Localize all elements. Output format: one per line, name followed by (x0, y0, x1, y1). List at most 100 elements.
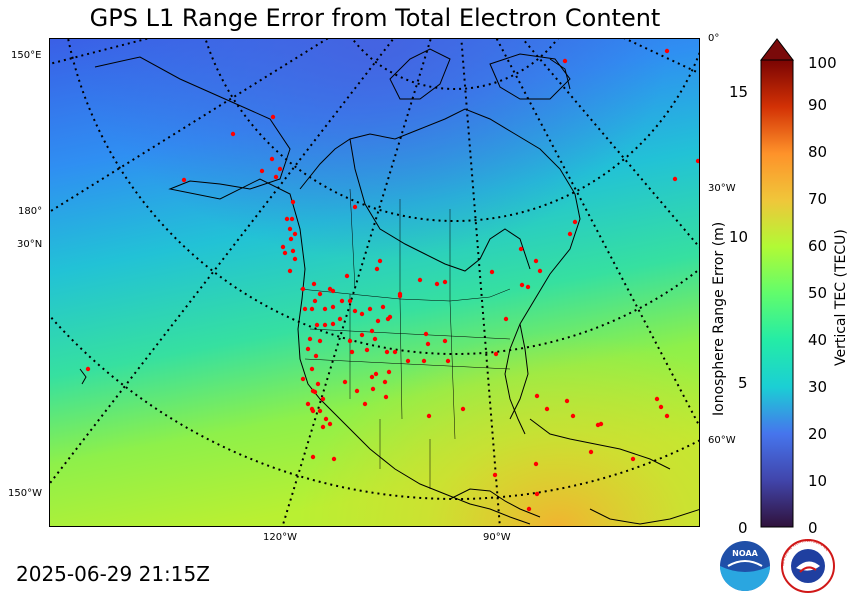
label-30n: 30°N (17, 239, 43, 250)
gps-station (359, 311, 365, 317)
gps-station (230, 131, 236, 137)
gps-station (364, 347, 370, 353)
gps-station (362, 401, 368, 407)
label-150e: 150°E (11, 50, 42, 61)
gps-station (460, 406, 466, 412)
gps-station (273, 174, 279, 180)
gps-station (270, 114, 276, 120)
gps-station (544, 406, 550, 412)
gps-station (284, 216, 290, 222)
gps-station (352, 308, 358, 314)
cbar-right-tick: 10 (808, 472, 828, 490)
gps-station (405, 358, 411, 364)
gps-station (425, 341, 431, 347)
gps-station (320, 396, 326, 402)
gps-station (537, 268, 543, 274)
gps-station (382, 379, 388, 385)
gps-station (384, 349, 390, 355)
gps-station (280, 244, 286, 250)
gps-station (315, 381, 321, 387)
chart-title: GPS L1 Range Error from Total Electron C… (89, 4, 661, 32)
gps-station (302, 306, 308, 312)
colorbar-svg (759, 38, 795, 528)
cbar-right-tick: 20 (808, 425, 828, 443)
gps-station (562, 58, 568, 64)
gps-station (493, 351, 499, 357)
cbar-left-title: Ionosphere Range Error (m) (711, 221, 727, 416)
gps-station (312, 298, 318, 304)
cbar-right-tick: 40 (808, 331, 828, 349)
cbar-right-tick: 60 (808, 237, 828, 255)
gps-station (290, 199, 296, 205)
gps-station (347, 338, 353, 344)
gps-station (423, 331, 429, 337)
gps-station (442, 338, 448, 344)
gps-station (344, 273, 350, 279)
gps-station (567, 231, 573, 237)
gps-station (442, 279, 448, 285)
gps-station (564, 398, 570, 404)
gps-station (305, 346, 311, 352)
gps-station (307, 336, 313, 342)
cbar-left-tick: 10 (729, 228, 749, 246)
cbar-right-tick: 50 (808, 284, 828, 302)
gps-station (352, 204, 358, 210)
gps-station (331, 456, 337, 462)
gps-station (654, 396, 660, 402)
gps-station (292, 256, 298, 262)
cbar-left-tick: 15 (729, 83, 749, 101)
gps-station (369, 328, 375, 334)
gps-station (305, 401, 311, 407)
nws-logo: NATIONAL WEATHER SERVICE (780, 538, 835, 593)
cbar-right-tick: 0 (808, 519, 818, 537)
gps-station (377, 258, 383, 264)
label-150w: 150°W (8, 488, 42, 499)
gps-station (572, 219, 578, 225)
gps-station (300, 286, 306, 292)
gps-station (664, 413, 670, 419)
map-canvas (50, 39, 699, 526)
label-30w: 30°W (708, 183, 736, 194)
gps-station (375, 318, 381, 324)
gps-station (518, 246, 524, 252)
gps-station (526, 506, 532, 512)
noaa-logo-text: NOAA (732, 549, 758, 558)
gps-station (533, 258, 539, 264)
gps-stations (85, 48, 699, 512)
label-0: 0° (708, 33, 720, 44)
coastlines (79, 48, 699, 525)
gps-station (292, 231, 298, 237)
gps-station (320, 424, 326, 430)
gps-station (311, 281, 317, 287)
gps-station (426, 413, 432, 419)
cbar-right-title: Vertical TEC (TECU) (833, 229, 849, 366)
gps-station (370, 386, 376, 392)
gps-station (322, 306, 328, 312)
gps-station (330, 288, 336, 294)
gps-station (317, 338, 323, 344)
gps-station (354, 388, 360, 394)
gps-station (313, 353, 319, 359)
gps-station (287, 226, 293, 232)
tec-map[interactable] (49, 38, 700, 527)
gps-station (672, 176, 678, 182)
gps-station (342, 379, 348, 385)
gps-station (492, 472, 498, 478)
colorbar (759, 38, 795, 532)
noaa-logo: NOAA (720, 541, 770, 591)
label-120w: 120°W (263, 532, 297, 543)
cbar-right-tick: 30 (808, 378, 828, 396)
cbar-left-tick: 5 (738, 374, 748, 392)
gps-station (337, 316, 343, 322)
gps-station (525, 284, 531, 290)
gps-station (309, 306, 315, 312)
gps-station (309, 406, 315, 412)
gps-station (385, 316, 391, 322)
graticule (50, 39, 699, 526)
gps-station (664, 48, 670, 54)
gps-station (277, 166, 283, 172)
gps-station (392, 349, 398, 355)
gps-station (534, 491, 540, 497)
timestamp: 2025-06-29 21:15Z (16, 562, 210, 586)
cbar-right-tick: 80 (808, 143, 828, 161)
